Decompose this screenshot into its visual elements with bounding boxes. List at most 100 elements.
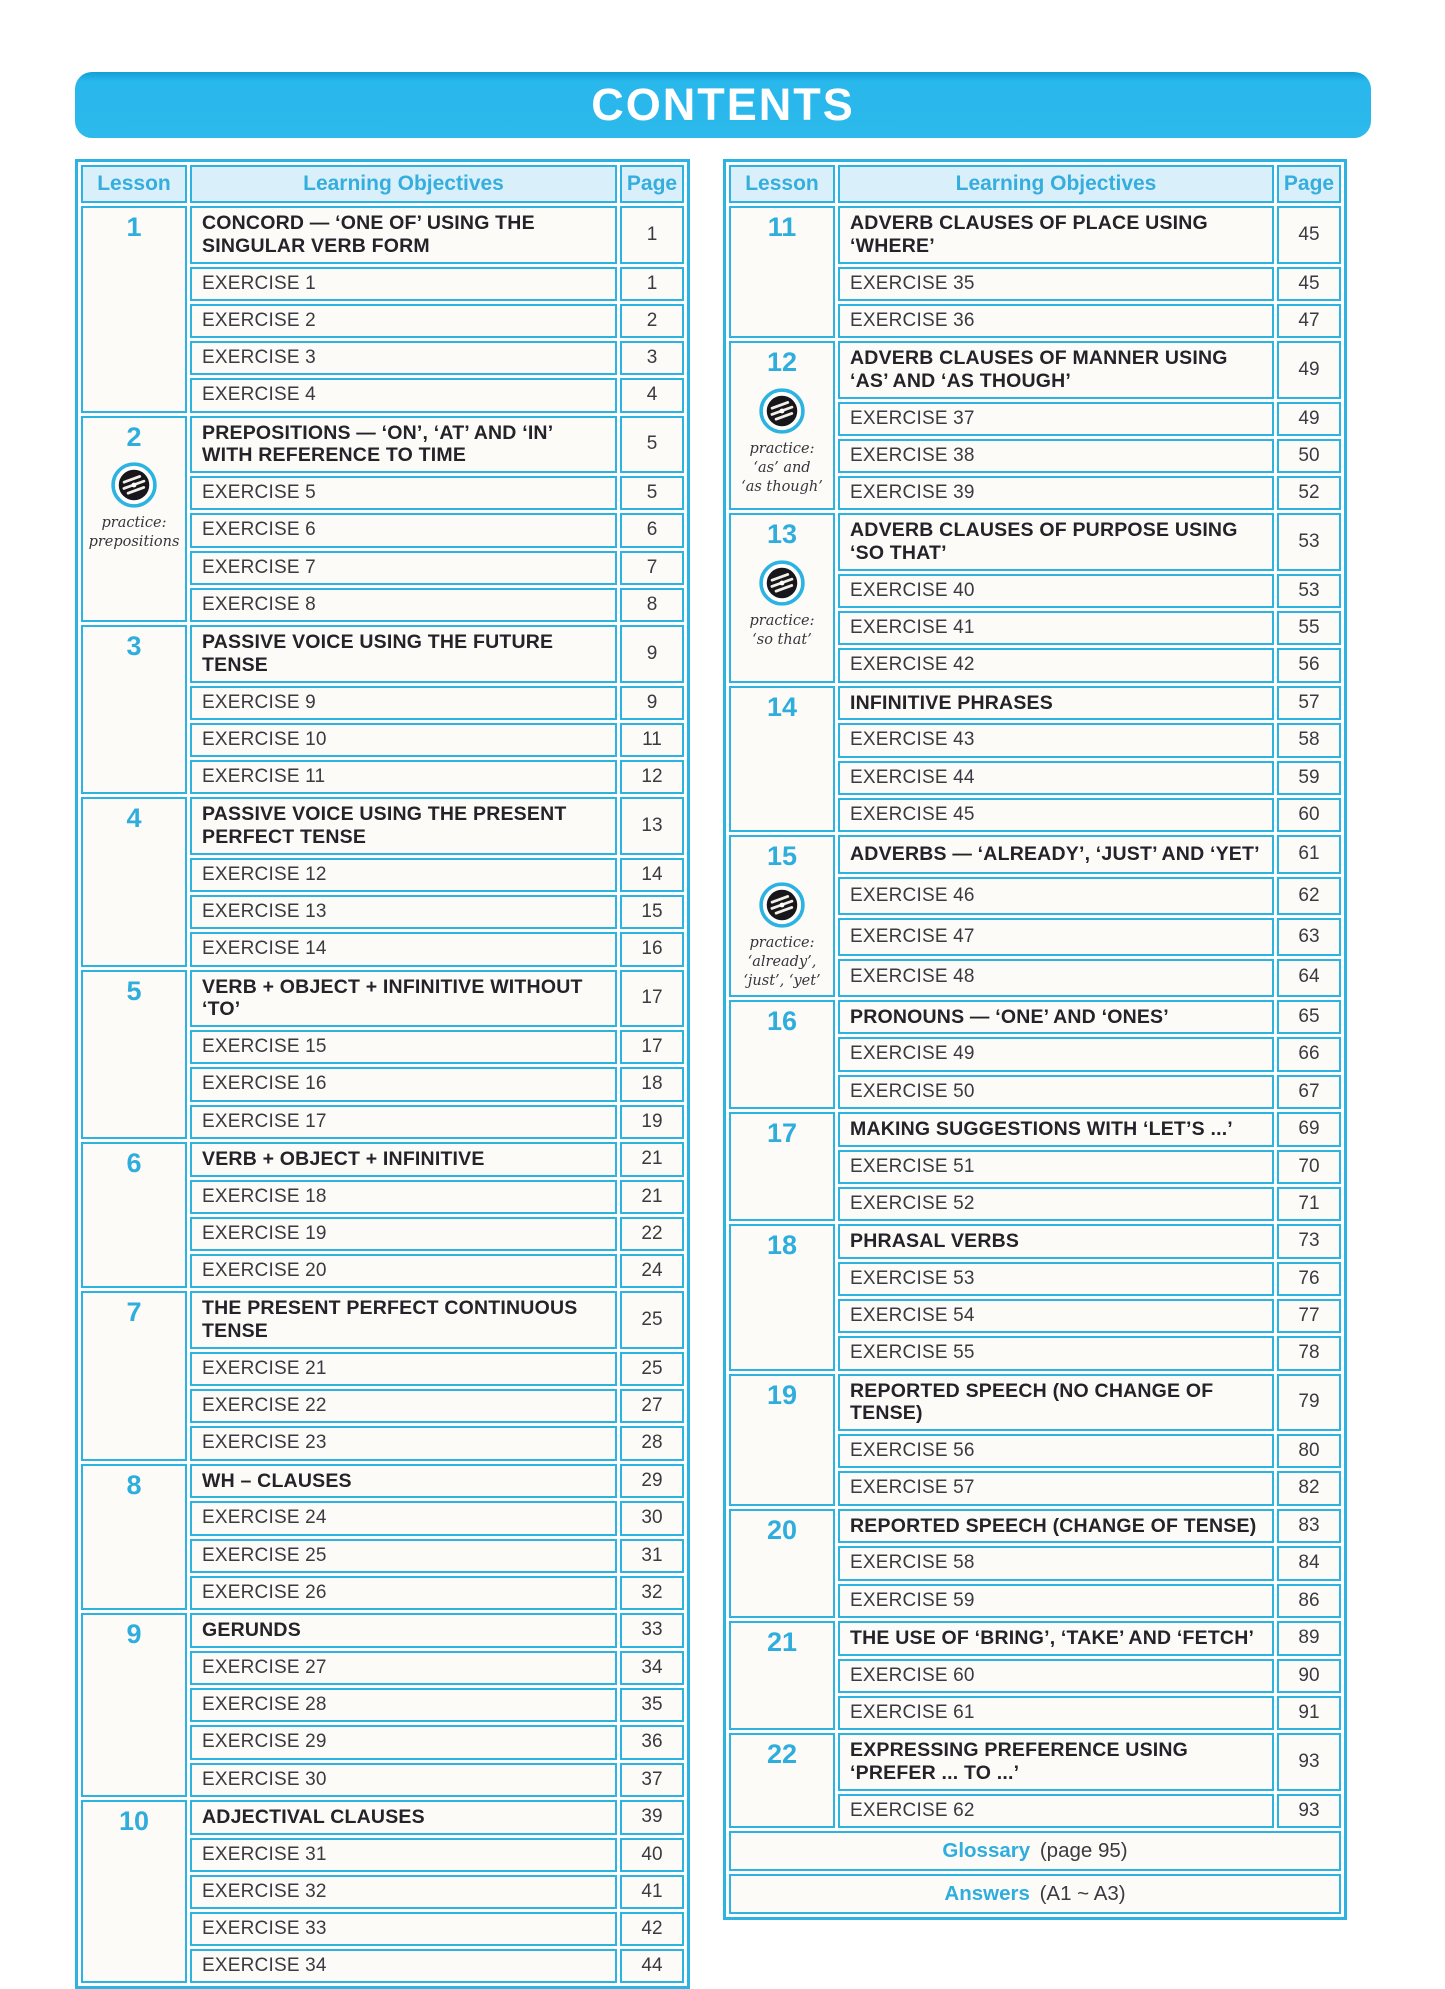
exercise-entry: EXERCISE 59 bbox=[838, 1583, 1274, 1618]
lesson-title: THE PRESENT PERFECT CONTINUOUS TENSE bbox=[190, 1291, 617, 1349]
page-number: 33 bbox=[620, 1613, 684, 1648]
toc-row: 20 REPORTED SPEECH (CHANGE OF TENSE) 83 bbox=[729, 1508, 1341, 1618]
toc-row: EXERCISE 36 47 bbox=[729, 303, 1341, 339]
exercise-entry: EXERCISE 15 bbox=[190, 1030, 617, 1065]
toc-row: EXERCISE 19 22 bbox=[81, 1216, 684, 1252]
lesson-title: PREPOSITIONS — ‘ON’, ‘AT’ AND ‘IN’ WITH … bbox=[190, 415, 617, 474]
toc-row: EXERCISE 48 64 bbox=[729, 958, 1341, 997]
exercise-entry: EXERCISE 13 bbox=[190, 895, 617, 930]
lesson-header: Lesson bbox=[81, 165, 187, 203]
exercise-entry: EXERCISE 53 bbox=[838, 1261, 1274, 1297]
page-number: 5 bbox=[620, 415, 684, 474]
page-title: CONTENTS bbox=[591, 79, 855, 130]
page-number: 83 bbox=[1277, 1508, 1341, 1544]
lesson-number: 14 bbox=[766, 691, 798, 722]
exercise-entry: EXERCISE 27 bbox=[190, 1650, 617, 1686]
page-number: 27 bbox=[620, 1389, 684, 1424]
exercise-entry: EXERCISE 8 bbox=[190, 587, 617, 622]
toc-row: EXERCISE 54 77 bbox=[729, 1299, 1341, 1334]
lesson-cell: 12 practice: ‘as’ and ‘as though’ bbox=[729, 341, 835, 511]
lesson-cell: 4 bbox=[81, 797, 187, 967]
page-number: 70 bbox=[1277, 1149, 1341, 1184]
footer-cell: Glossary (page 95) bbox=[729, 1830, 1341, 1871]
page-number: 89 bbox=[1277, 1620, 1341, 1656]
toc-row: 18 PHRASAL VERBS 73 bbox=[729, 1224, 1341, 1371]
toc-row: EXERCISE 12 14 bbox=[81, 857, 684, 893]
exercise-entry: EXERCISE 36 bbox=[838, 303, 1274, 339]
page-number: 21 bbox=[620, 1179, 684, 1214]
page-number: 34 bbox=[620, 1650, 684, 1686]
page-number: 90 bbox=[1277, 1658, 1341, 1693]
toc-row: EXERCISE 60 90 bbox=[729, 1658, 1341, 1693]
lesson-title: ADVERB CLAUSES OF MANNER USING ‘AS’ AND … bbox=[838, 341, 1274, 399]
toc-row: EXERCISE 20 24 bbox=[81, 1254, 684, 1289]
lesson-cell: 2 practice: prepositions bbox=[81, 415, 187, 622]
toc-row: 3 PASSIVE VOICE USING THE FUTURE TENSE 9 bbox=[81, 625, 684, 795]
lesson-number: 3 bbox=[126, 631, 142, 661]
exercise-entry: EXERCISE 42 bbox=[838, 648, 1274, 683]
exercise-entry: EXERCISE 11 bbox=[190, 760, 617, 795]
page-number: 5 bbox=[620, 476, 684, 511]
page-number: 1 bbox=[620, 206, 684, 264]
footer-row: Answers (A1 ~ A3) bbox=[729, 1873, 1341, 1914]
page-number: 25 bbox=[620, 1291, 684, 1349]
toc-row: EXERCISE 32 41 bbox=[81, 1874, 684, 1909]
exercise-entry: EXERCISE 56 bbox=[838, 1434, 1274, 1469]
exercise-entry: EXERCISE 10 bbox=[190, 722, 617, 758]
exercise-entry: EXERCISE 17 bbox=[190, 1104, 617, 1139]
page-number: 57 bbox=[1277, 685, 1341, 721]
toc-row: 5 VERB + OBJECT + INFINITIVE WITHOUT ‘TO’… bbox=[81, 969, 684, 1139]
lesson-cell: 19 bbox=[729, 1373, 835, 1506]
page-number: 13 bbox=[620, 797, 684, 855]
page-number: 41 bbox=[620, 1874, 684, 1909]
exercise-entry: EXERCISE 41 bbox=[838, 611, 1274, 646]
exercise-entry: EXERCISE 55 bbox=[838, 1336, 1274, 1371]
toc-row: EXERCISE 49 66 bbox=[729, 1037, 1341, 1072]
page-number: 86 bbox=[1277, 1583, 1341, 1618]
lesson-number: 20 bbox=[766, 1514, 798, 1545]
practice-label: practice: bbox=[749, 613, 815, 630]
exercise-entry: EXERCISE 22 bbox=[190, 1389, 617, 1424]
page-number: 53 bbox=[1277, 513, 1341, 571]
lesson-number: 19 bbox=[766, 1379, 798, 1410]
page-number: 73 bbox=[1277, 1224, 1341, 1259]
toc-row: 2 practice: prepositions PREPOSITIONS — ‘O… bbox=[81, 415, 684, 622]
page-number: 9 bbox=[620, 685, 684, 720]
toc-row: 16 PRONOUNS — ‘ONE’ AND ‘ONES’ 65 bbox=[729, 999, 1341, 1109]
page-number: 91 bbox=[1277, 1695, 1341, 1731]
lesson-cell: 18 bbox=[729, 1224, 835, 1371]
exercise-entry: EXERCISE 3 bbox=[190, 341, 617, 376]
page-number: 17 bbox=[620, 1030, 684, 1065]
toc-row: EXERCISE 42 56 bbox=[729, 648, 1341, 683]
page-number: 31 bbox=[620, 1538, 684, 1573]
toc-row: EXERCISE 50 67 bbox=[729, 1074, 1341, 1109]
toc-row: EXERCISE 53 76 bbox=[729, 1261, 1341, 1297]
practice-cd-icon bbox=[759, 560, 805, 606]
page-number: 49 bbox=[1277, 401, 1341, 436]
practice-cd-icon bbox=[759, 882, 805, 928]
lesson-cell: 16 bbox=[729, 999, 835, 1109]
page-number: 8 bbox=[620, 587, 684, 622]
toc-row: EXERCISE 16 18 bbox=[81, 1067, 684, 1102]
lesson-cell: 14 bbox=[729, 685, 835, 833]
exercise-entry: EXERCISE 30 bbox=[190, 1762, 617, 1797]
exercise-entry: EXERCISE 4 bbox=[190, 378, 617, 413]
page-number: 2 bbox=[620, 303, 684, 339]
objectives-header: Learning Objectives bbox=[190, 165, 617, 203]
lesson-title: PHRASAL VERBS bbox=[838, 1224, 1274, 1259]
toc-row: EXERCISE 46 62 bbox=[729, 876, 1341, 915]
toc-row: 8 WH – CLAUSES 29 bbox=[81, 1463, 684, 1611]
page-number: 76 bbox=[1277, 1261, 1341, 1297]
page-number: 4 bbox=[620, 378, 684, 413]
lesson-number: 18 bbox=[766, 1230, 798, 1261]
toc-row: 22 EXPRESSING PREFERENCE USING ‘PREFER ..… bbox=[729, 1733, 1341, 1828]
toc-row: 11 ADVERB CLAUSES OF PLACE USING ‘WHERE’ 4… bbox=[729, 206, 1341, 339]
page-number: 29 bbox=[620, 1463, 684, 1499]
toc-row: 21 THE USE OF ‘BRING’, ‘TAKE’ AND ‘FETCH’… bbox=[729, 1620, 1341, 1731]
lesson-number: 12 bbox=[766, 347, 798, 378]
page-number: 35 bbox=[620, 1688, 684, 1723]
